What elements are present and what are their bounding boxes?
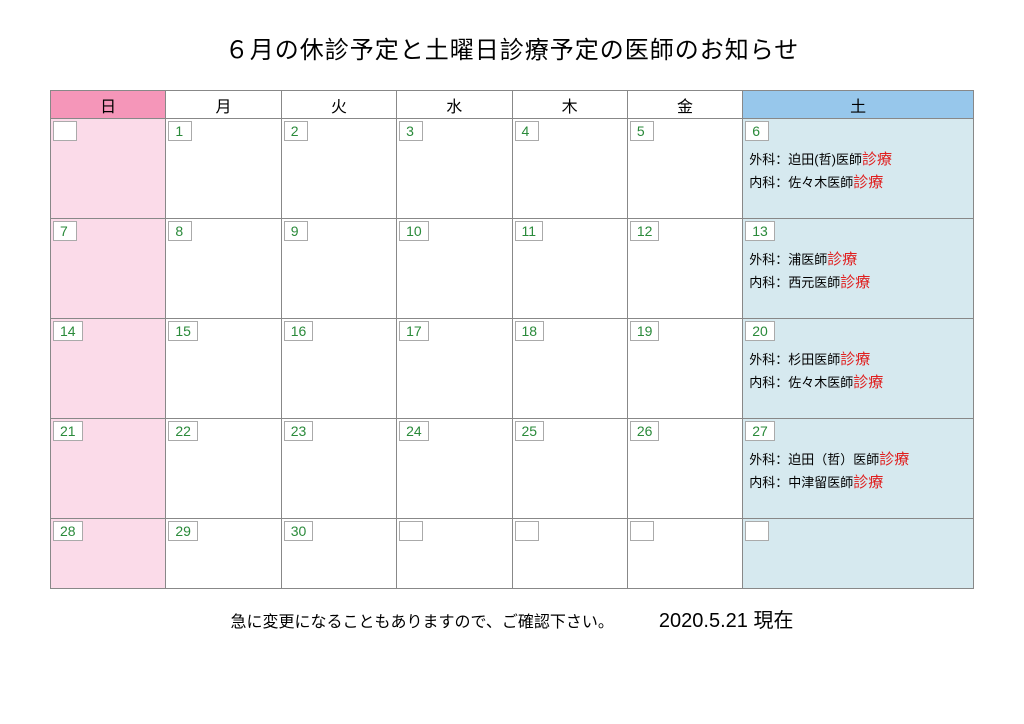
day-number: 21	[53, 421, 83, 441]
weekday-header: 水	[397, 91, 512, 119]
day-number: 12	[630, 221, 660, 241]
day-number: 23	[284, 421, 314, 441]
day-number: 30	[284, 521, 314, 541]
day-number: .	[745, 521, 769, 541]
schedule-entry: 内科：中津留医師診療	[749, 472, 967, 495]
calendar-cell: 16	[281, 319, 396, 419]
calendar-cell: 20外科：杉田医師診療内科：佐々木医師診療	[743, 319, 974, 419]
schedule-entry: 外科：浦医師診療	[749, 249, 967, 272]
calendar-cell: 4	[512, 119, 627, 219]
calendar-cell: 6外科：迫田(哲)医師診療内科：佐々木医師診療	[743, 119, 974, 219]
weekday-header: 土	[743, 91, 974, 119]
day-number: 6	[745, 121, 769, 141]
day-number: .	[630, 521, 654, 541]
cell-content: 外科：迫田(哲)医師診療内科：佐々木医師診療	[743, 119, 973, 198]
day-number: 11	[515, 221, 544, 241]
calendar-cell: 1	[166, 119, 281, 219]
footer-date: 2020.5.21 現在	[659, 604, 794, 633]
calendar-cell: 5	[627, 119, 742, 219]
day-number: 13	[745, 221, 775, 241]
schedule-entry: 外科：迫田（哲）医師診療	[749, 449, 967, 472]
day-number: 1	[168, 121, 192, 141]
day-number: 29	[168, 521, 198, 541]
weekday-header: 木	[512, 91, 627, 119]
calendar-cell: 13外科：浦医師診療内科：西元医師診療	[743, 219, 974, 319]
calendar-cell: .	[51, 119, 166, 219]
cell-content: 外科：浦医師診療内科：西元医師診療	[743, 219, 973, 298]
calendar-cell: 28	[51, 519, 166, 589]
day-number: 4	[515, 121, 539, 141]
calendar-cell: 23	[281, 419, 396, 519]
day-number: .	[399, 521, 423, 541]
calendar-cell: 11	[512, 219, 627, 319]
footer-note: 急に変更になることもありますので、ご確認下さい。	[231, 608, 614, 632]
schedule-entry: 外科：迫田(哲)医師診療	[749, 149, 967, 172]
calendar-cell: 14	[51, 319, 166, 419]
cell-content: 外科：迫田（哲）医師診療内科：中津留医師診療	[743, 419, 973, 498]
cell-content: 外科：杉田医師診療内科：佐々木医師診療	[743, 319, 973, 398]
day-number: 22	[168, 421, 198, 441]
calendar-cell: 8	[166, 219, 281, 319]
day-number: .	[53, 121, 77, 141]
calendar-cell: 21	[51, 419, 166, 519]
footer: 急に変更になることもありますので、ご確認下さい。 2020.5.21 現在	[50, 604, 974, 633]
schedule-entry: 外科：杉田医師診療	[749, 349, 967, 372]
calendar-cell: 25	[512, 419, 627, 519]
calendar-cell: 26	[627, 419, 742, 519]
day-number: 7	[53, 221, 77, 241]
calendar-cell: 12	[627, 219, 742, 319]
day-number: 15	[168, 321, 198, 341]
calendar-cell: 18	[512, 319, 627, 419]
day-number: 25	[515, 421, 545, 441]
calendar-cell: 15	[166, 319, 281, 419]
day-number: 24	[399, 421, 429, 441]
calendar-cell: 27外科：迫田（哲）医師診療内科：中津留医師診療	[743, 419, 974, 519]
calendar-cell: 22	[166, 419, 281, 519]
calendar-cell: .	[512, 519, 627, 589]
weekday-header: 日	[51, 91, 166, 119]
calendar-cell: 19	[627, 319, 742, 419]
schedule-entry: 内科：佐々木医師診療	[749, 372, 967, 395]
calendar-cell: 24	[397, 419, 512, 519]
day-number: 17	[399, 321, 429, 341]
calendar-cell: .	[397, 519, 512, 589]
calendar-cell: 2	[281, 119, 396, 219]
day-number: 19	[630, 321, 660, 341]
day-number: 8	[168, 221, 192, 241]
calendar-table: 日月火水木金土 .123456外科：迫田(哲)医師診療内科：佐々木医師診療789…	[50, 90, 974, 589]
day-number: 28	[53, 521, 83, 541]
weekday-header: 月	[166, 91, 281, 119]
weekday-header: 金	[627, 91, 742, 119]
day-number: 26	[630, 421, 660, 441]
day-number: 3	[399, 121, 423, 141]
calendar-cell: 30	[281, 519, 396, 589]
weekday-header: 火	[281, 91, 396, 119]
calendar-cell: 29	[166, 519, 281, 589]
calendar-cell: 7	[51, 219, 166, 319]
schedule-entry: 内科：佐々木医師診療	[749, 172, 967, 195]
day-number: 5	[630, 121, 654, 141]
day-number: 18	[515, 321, 545, 341]
calendar-cell: 10	[397, 219, 512, 319]
calendar-cell: .	[743, 519, 974, 589]
day-number: 10	[399, 221, 429, 241]
schedule-entry: 内科：西元医師診療	[749, 272, 967, 295]
calendar-cell: .	[627, 519, 742, 589]
calendar-cell: 17	[397, 319, 512, 419]
calendar-cell: 3	[397, 119, 512, 219]
day-number: 16	[284, 321, 314, 341]
day-number: 20	[745, 321, 775, 341]
day-number: .	[515, 521, 539, 541]
day-number: 2	[284, 121, 308, 141]
day-number: 14	[53, 321, 83, 341]
page-title: ６月の休診予定と土曜日診療予定の医師のお知らせ	[50, 30, 974, 65]
day-number: 9	[284, 221, 308, 241]
day-number: 27	[745, 421, 775, 441]
calendar-cell: 9	[281, 219, 396, 319]
